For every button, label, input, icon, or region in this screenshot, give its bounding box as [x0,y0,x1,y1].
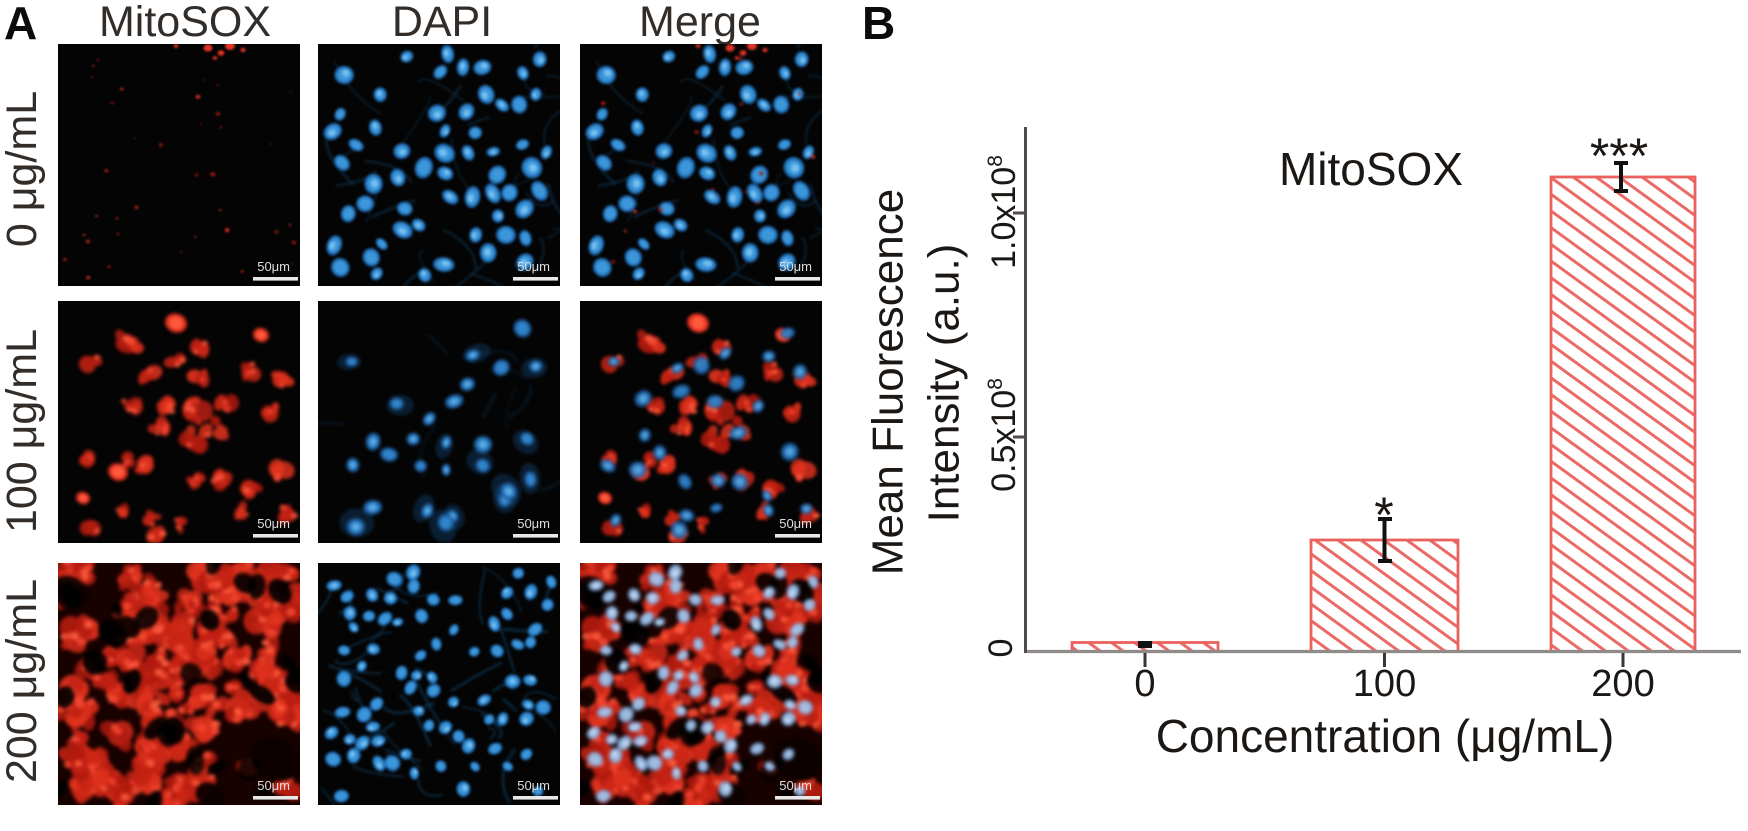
svg-text:1.0x108: 1.0x108 [984,155,1023,269]
svg-text:Mean Fluorescence: Mean Fluorescence [863,189,912,575]
svg-text:*: * [1374,487,1393,543]
svg-text:Intensity (a.u.): Intensity (a.u.) [919,244,968,523]
svg-text:***: *** [1590,128,1648,184]
svg-text:0.5x108: 0.5x108 [984,378,1023,492]
svg-text:200: 200 [1591,663,1654,705]
svg-text:0: 0 [1134,663,1155,705]
svg-text:50μm: 50μm [257,516,290,531]
svg-text:50μm: 50μm [779,778,812,793]
svg-text:50μm: 50μm [517,259,550,274]
svg-text:50μm: 50μm [517,516,550,531]
svg-text:50μm: 50μm [517,778,550,793]
svg-text:50μm: 50μm [779,516,812,531]
svg-text:50μm: 50μm [779,259,812,274]
svg-text:MitoSOX: MitoSOX [1279,143,1463,195]
svg-text:0: 0 [982,639,1020,658]
svg-text:100: 100 [1353,663,1416,705]
svg-text:Concentration (μg/mL): Concentration (μg/mL) [1156,710,1615,762]
svg-text:50μm: 50μm [257,778,290,793]
svg-text:50μm: 50μm [257,259,290,274]
